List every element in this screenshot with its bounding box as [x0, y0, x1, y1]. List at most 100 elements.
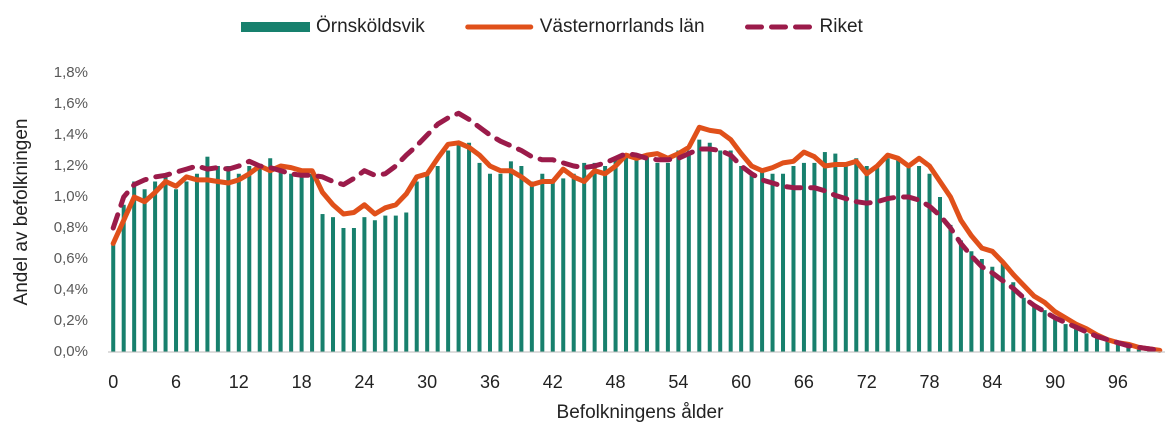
bar [1115, 342, 1120, 352]
bar [508, 161, 513, 352]
bar [990, 266, 995, 352]
bar [1032, 305, 1037, 352]
bar [456, 142, 461, 352]
x-tick-label: 12 [229, 372, 249, 392]
bar [1000, 263, 1005, 352]
bar [948, 224, 953, 352]
bar [906, 166, 911, 352]
y-tick-label: 1,0% [54, 188, 88, 205]
bar [425, 173, 430, 352]
x-tick-label: 42 [543, 372, 563, 392]
legend-label: Örnsköldsvik [316, 16, 425, 37]
bar [571, 173, 576, 352]
bar [1053, 317, 1058, 352]
x-tick-label: 78 [920, 372, 940, 392]
bar [111, 243, 116, 352]
bar [268, 158, 273, 352]
bar [854, 158, 859, 352]
bar [414, 181, 419, 352]
bar [1011, 282, 1016, 352]
bar [174, 189, 179, 352]
y-tick-label: 1,8% [54, 64, 88, 81]
bar [833, 153, 838, 352]
y-axis-title: Andel av befolkningen [11, 119, 32, 306]
bar [257, 166, 262, 352]
bar [1094, 336, 1099, 352]
bar [707, 142, 712, 352]
bar [404, 212, 409, 352]
bar [624, 155, 629, 352]
bar [979, 259, 984, 352]
bar [519, 166, 524, 352]
bar [937, 197, 942, 352]
bar [435, 166, 440, 352]
bar [665, 162, 670, 352]
bar [247, 166, 252, 352]
y-tick-label: 0,6% [54, 250, 88, 267]
bar [697, 139, 702, 352]
bar [1105, 339, 1110, 352]
x-tick-label: 18 [292, 372, 312, 392]
y-tick-label: 0,0% [54, 343, 88, 360]
bar [446, 150, 451, 352]
bar [310, 173, 315, 352]
y-tick-label: 0,2% [54, 312, 88, 329]
bar [582, 162, 587, 352]
x-tick-label: 90 [1045, 372, 1065, 392]
x-axis-title: Befolkningens ålder [557, 402, 725, 423]
x-tick-label: 96 [1108, 372, 1128, 392]
bar [1074, 328, 1079, 352]
x-tick-label: 30 [417, 372, 437, 392]
bar [289, 173, 294, 352]
bar [1042, 310, 1047, 352]
bar [770, 173, 775, 352]
bar [885, 158, 890, 352]
bar [896, 158, 901, 352]
y-tick-label: 1,4% [54, 126, 88, 143]
bar [142, 189, 147, 352]
bar [278, 166, 283, 352]
bar [875, 166, 880, 352]
bar [1126, 345, 1131, 352]
x-tick-label: 84 [982, 372, 1002, 392]
dashed-line [110, 110, 1163, 353]
bar [299, 173, 304, 352]
bar [969, 251, 974, 352]
bar [351, 228, 356, 352]
bar [718, 150, 723, 352]
bar [477, 162, 482, 352]
y-tick-label: 0,4% [54, 281, 88, 298]
bar [822, 152, 827, 352]
bar [791, 166, 796, 352]
bar [1063, 324, 1068, 352]
x-tick-label: 0 [108, 372, 118, 392]
x-tick-label: 60 [731, 372, 751, 392]
bar [917, 166, 922, 352]
bar [812, 162, 817, 352]
bar [331, 217, 336, 352]
bar [728, 150, 733, 352]
bar [739, 166, 744, 352]
bar [487, 173, 492, 352]
line [110, 124, 1163, 353]
bar [781, 173, 786, 352]
bar [121, 204, 126, 352]
bar [226, 166, 231, 352]
x-tick-label: 6 [171, 372, 181, 392]
bar [383, 215, 388, 352]
bar [801, 162, 806, 352]
bar [686, 150, 691, 352]
bar [498, 173, 503, 352]
bar [676, 150, 681, 352]
bar [927, 173, 932, 352]
legend-label: Riket [820, 16, 864, 37]
bar [603, 166, 608, 352]
bar [613, 158, 618, 352]
bar [550, 181, 555, 352]
bar [1084, 333, 1089, 352]
bar [540, 173, 545, 352]
bar [529, 181, 534, 352]
bar [132, 181, 137, 352]
